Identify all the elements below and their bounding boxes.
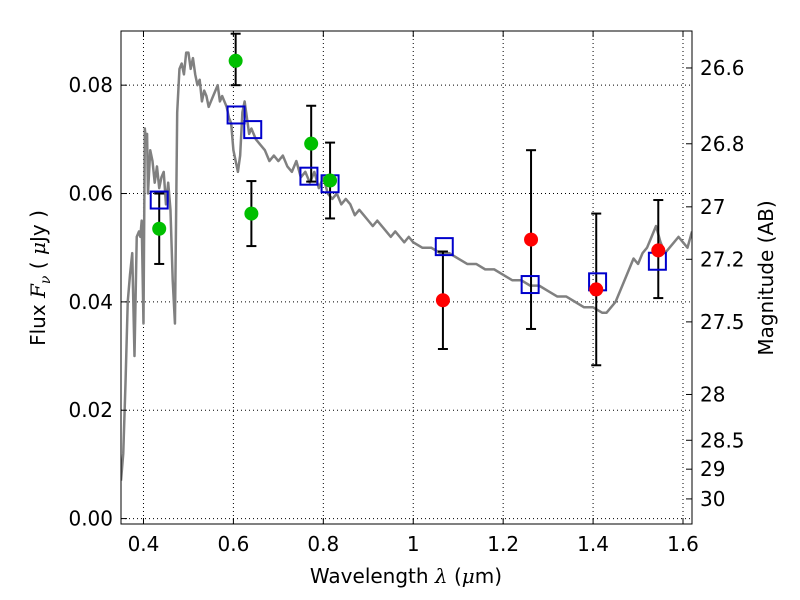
x-axis-label-lambda: λ [434, 564, 448, 588]
y2-tick-label: 30 [700, 487, 725, 511]
green-data-point [323, 173, 338, 188]
plot-frame [120, 30, 693, 525]
x-axis-label-text: Wavelength [310, 564, 435, 588]
x-tick-label: 0.6 [217, 532, 249, 556]
x-tick-label: 1.6 [667, 532, 699, 556]
x-tick-label: 1.2 [487, 532, 519, 556]
red-data-point [589, 282, 604, 297]
x-axis-label-mu: μ [462, 564, 475, 588]
x-tick-label: 0.4 [128, 532, 160, 556]
x-tick-label: 1.4 [577, 532, 609, 556]
green-data-point [304, 136, 319, 151]
y-axis-label-mu: μ [26, 242, 50, 255]
red-data-point [524, 232, 539, 247]
y2-tick-label: 26.8 [700, 132, 745, 156]
y2-tick-label: 26.6 [700, 56, 745, 80]
y-tick-label: 0.04 [68, 290, 113, 314]
y-axis-label-unit-close: Jy ) [26, 210, 50, 244]
model-box-marker [226, 105, 246, 125]
y-axis-label-nu: ν [38, 275, 54, 284]
model-box-marker [434, 237, 454, 257]
green-data-point [228, 53, 243, 68]
model-box-marker [149, 190, 169, 210]
y-axis-label: Flux Fν ( μJy ) [26, 210, 54, 346]
red-data-point [435, 293, 450, 308]
x-axis-label-unit-close: m) [475, 564, 502, 588]
y2-axis-label: Magnitude (AB) [754, 200, 778, 355]
model-box-marker [299, 166, 319, 186]
y2-tick-label: 29 [700, 457, 725, 481]
model-box-marker [243, 120, 263, 140]
y-tick-label: 0.02 [68, 398, 113, 422]
y2-tick-label: 28 [700, 382, 725, 406]
model-box-marker [520, 275, 540, 295]
y-tick-label: 0.06 [68, 182, 113, 206]
x-axis-label-unit-open: ( [448, 564, 462, 588]
red-data-point [651, 243, 666, 258]
model-sed-line [121, 51, 692, 481]
y2-tick-label: 28.5 [700, 428, 745, 452]
green-data-point [244, 206, 259, 221]
y-axis-label-unit-open: ( [26, 255, 50, 276]
series-layer [121, 32, 692, 481]
green-data-point [152, 221, 167, 236]
x-tick-label: 1 [407, 532, 420, 556]
y-axis-label-text: Flux [26, 298, 50, 346]
x-axis-label: Wavelength λ (μm) [310, 564, 502, 588]
y2-tick-label: 27 [700, 195, 725, 219]
y-tick-label: 0.08 [68, 73, 113, 97]
y2-tick-label: 27.5 [700, 310, 745, 334]
x-tick-label: 0.8 [307, 532, 339, 556]
y2-tick-label: 27.2 [700, 247, 745, 271]
y-tick-label: 0.00 [68, 507, 113, 531]
ticks: 0.4 0.6 0.8 1 1.2 1.4 1.6 0.00 0.02 0.04 0.06 0.08 2… [68, 31, 745, 556]
y-axis-label-F: F [26, 283, 50, 299]
